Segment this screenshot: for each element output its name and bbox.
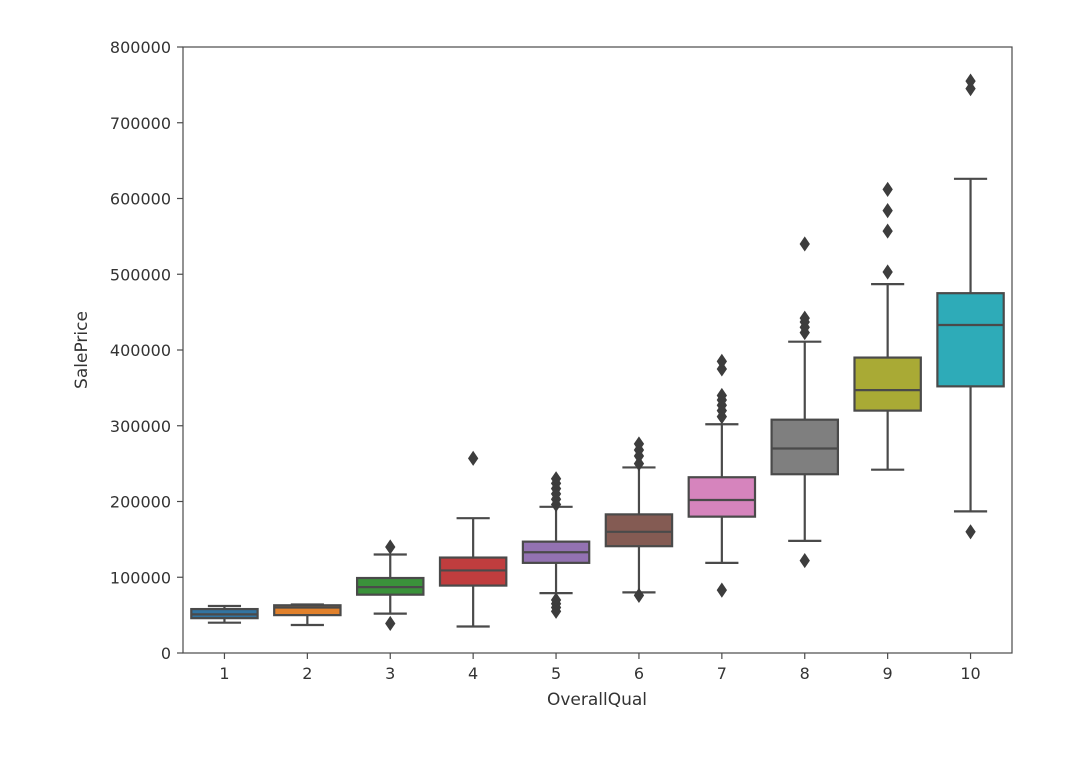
y-tick-label: 400000	[110, 341, 171, 360]
y-tick-label: 200000	[110, 493, 171, 512]
outlier-point	[550, 592, 562, 608]
outlier-point	[799, 552, 810, 569]
outlier-point	[716, 387, 728, 404]
box-iqr	[273, 604, 342, 617]
x-tick-label: 10	[960, 664, 980, 683]
ticks-layer: 1 2 3 4 5 6 7 8 9 10 0 100000 200000 300000 400000 5000…	[110, 38, 981, 683]
outlier-point	[882, 264, 893, 280]
box-iqr	[687, 476, 757, 518]
outlier-point	[633, 436, 645, 452]
y-tick-label: 700000	[110, 114, 171, 133]
x-tick-label: 9	[883, 664, 893, 683]
box-group-7	[687, 353, 757, 598]
box-iqr	[438, 556, 508, 587]
outlier-point	[882, 203, 893, 219]
x-tick-label: 4	[468, 664, 478, 683]
x-axis-label: OverallQual	[547, 690, 647, 710]
box-group-3	[355, 539, 425, 632]
box-group-9	[853, 181, 922, 471]
outlier-point	[716, 582, 728, 598]
box-group-10	[936, 73, 1005, 540]
box-group-5	[521, 471, 591, 619]
outlier-point	[550, 471, 562, 487]
plot-frame	[182, 46, 1013, 654]
outlier-point	[716, 353, 728, 369]
outlier-point	[965, 73, 976, 89]
box-iqr	[853, 356, 922, 412]
outlier-point	[799, 236, 810, 252]
y-tick-label: 0	[161, 644, 171, 663]
x-tick-label: 1	[219, 664, 229, 683]
outlier-point	[633, 587, 645, 604]
box-group-8	[770, 236, 840, 569]
outlier-point	[385, 539, 396, 555]
box-iqr	[770, 418, 840, 476]
x-tick-label: 2	[302, 664, 312, 683]
y-axis-label: SalePrice	[72, 311, 92, 389]
outlier-point	[799, 310, 810, 326]
box-iqr	[604, 513, 674, 548]
box-iqr	[936, 292, 1005, 388]
box-group-4	[438, 450, 508, 628]
outlier-point	[965, 524, 976, 540]
outlier-point	[385, 615, 396, 632]
outlier-point	[882, 181, 893, 197]
boxes-layer	[190, 73, 1005, 632]
y-tick-label: 500000	[110, 265, 171, 284]
x-tick-label: 3	[385, 664, 395, 683]
y-tick-label: 300000	[110, 417, 171, 436]
x-tick-label: 7	[717, 664, 727, 683]
x-tick-label: 5	[551, 664, 561, 683]
y-tick-label: 800000	[110, 38, 171, 57]
outlier-point	[882, 223, 893, 239]
x-tick-label: 6	[634, 664, 644, 683]
y-tick-label: 600000	[110, 190, 171, 209]
box-group-2	[273, 603, 342, 627]
x-tick-label: 8	[800, 664, 810, 683]
outlier-point	[467, 450, 479, 466]
box-group-1	[190, 604, 259, 624]
y-tick-label: 100000	[110, 568, 171, 587]
box-group-6	[604, 436, 674, 604]
